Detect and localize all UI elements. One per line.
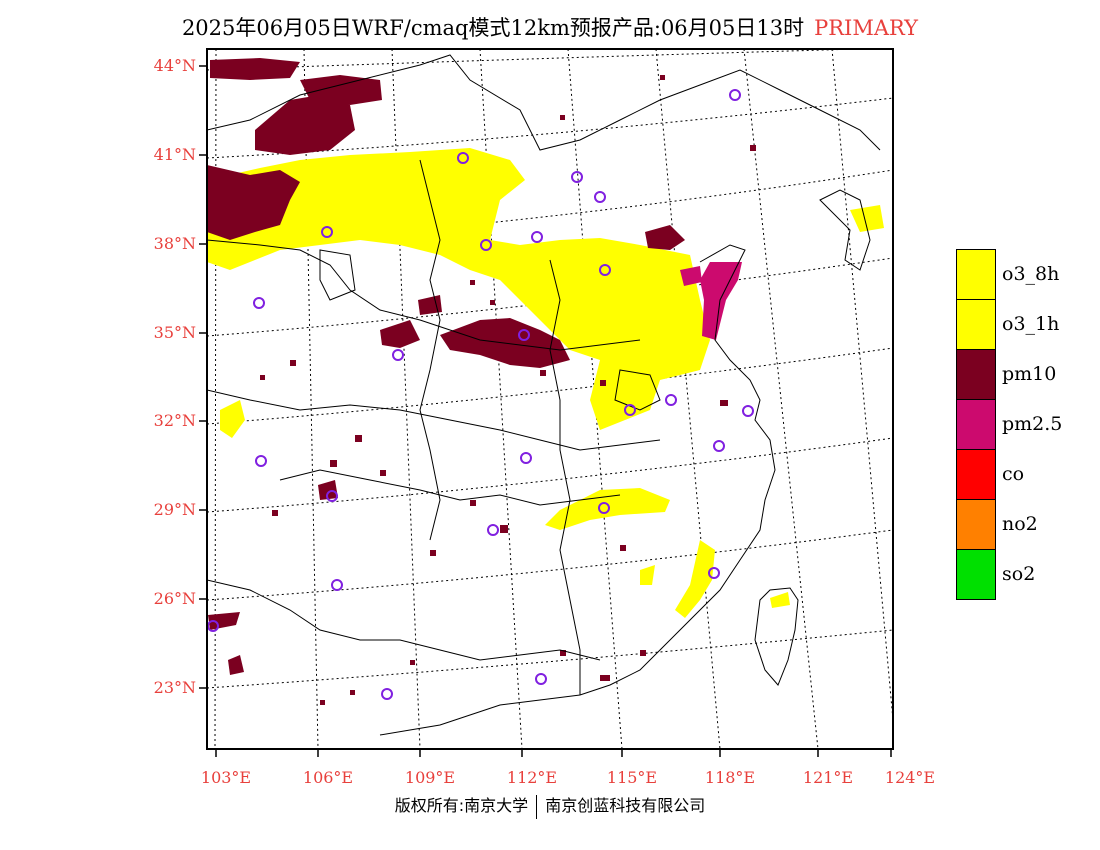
lat-label-26: 26°N — [153, 589, 196, 608]
lat-label-23: 23°N — [153, 678, 196, 697]
title-text: 2025年06月05日WRF/cmaq模式12km预报产品:06月05日13时 — [181, 16, 805, 40]
lon-label-115: 115°E — [606, 768, 658, 787]
legend-swatch — [956, 549, 996, 600]
legend-label: so2 — [1002, 563, 1036, 585]
tick-marks — [199, 65, 892, 757]
map-title: 2025年06月05日WRF/cmaq模式12km预报产品:06月05日13时 P… — [0, 12, 1100, 42]
boundaries — [207, 54, 881, 736]
station-markers — [207, 89, 754, 700]
legend-swatch — [956, 399, 996, 450]
legend-label: co — [1002, 463, 1025, 485]
lon-label-106: 106°E — [302, 768, 354, 787]
lat-label-35: 35°N — [153, 323, 196, 342]
lon-label-124: 124°E — [884, 768, 936, 787]
lat-label-38: 38°N — [153, 234, 196, 253]
legend-swatch — [956, 349, 996, 400]
lon-label-109: 109°E — [404, 768, 456, 787]
graticule — [207, 49, 893, 749]
lon-label-112: 112°E — [506, 768, 558, 787]
legend-label: o3_8h — [1002, 263, 1060, 285]
legend-swatch — [956, 299, 996, 350]
lon-label-118: 118°E — [704, 768, 756, 787]
lon-label-121: 121°E — [802, 768, 854, 787]
map-frame — [206, 48, 894, 750]
copyright-footer: 版权所有:南京大学 南京创蓝科技有限公司 — [0, 792, 1100, 819]
legend-label: no2 — [1002, 513, 1038, 535]
legend-swatch — [956, 249, 996, 300]
o3-areas — [207, 148, 884, 618]
pm2-5-areas — [680, 262, 742, 340]
copyright-left: 版权所有:南京大学 — [394, 796, 529, 815]
copyright-right: 南京创蓝科技有限公司 — [545, 796, 706, 815]
legend-swatch — [956, 449, 996, 500]
legend-label: o3_1h — [1002, 313, 1060, 335]
scatter-cells — [260, 75, 756, 705]
legend-label: pm10 — [1002, 363, 1057, 385]
legend-label: pm2.5 — [1002, 413, 1063, 435]
lat-label-29: 29°N — [153, 500, 196, 519]
lon-label-103: 103°E — [200, 768, 252, 787]
legend-swatch — [956, 499, 996, 550]
lat-label-44: 44°N — [153, 56, 196, 75]
title-tag: PRIMARY — [814, 16, 919, 40]
footer-divider — [536, 794, 538, 819]
lat-label-41: 41°N — [153, 145, 196, 164]
lat-label-32: 32°N — [153, 411, 196, 430]
